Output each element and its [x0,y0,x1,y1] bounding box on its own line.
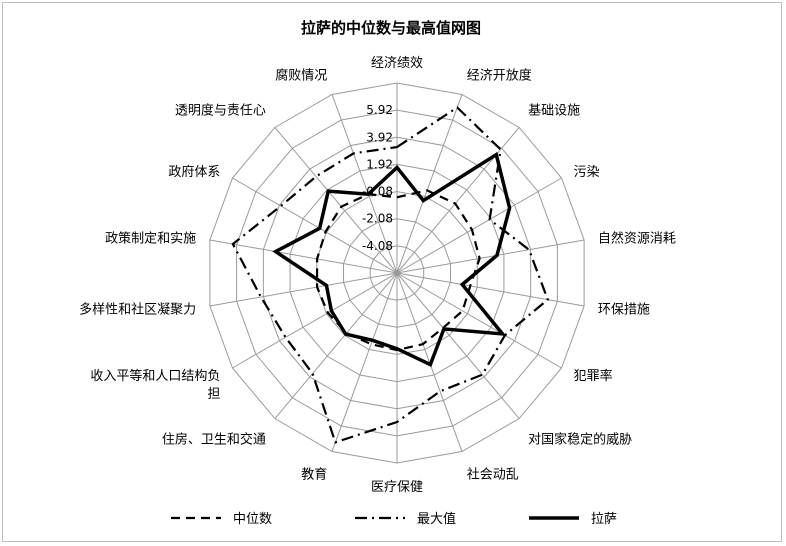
radar-spoke [274,127,398,274]
radial-tick-label: -0.08 [362,185,393,199]
category-label: 环保措施 [598,302,650,317]
legend-label-2: 最大值 [417,511,456,527]
category-label: 经济绩效 [371,56,423,71]
radar-spoke [232,272,398,369]
radial-tick-labels: -4.08 -2.08 -0.08 1.92 3.92 5.92 [362,103,393,253]
category-label: 担 [207,387,220,402]
category-label: 透明度与责任心 [175,103,266,119]
radar-spoke [232,177,398,274]
radar-series [231,106,550,444]
category-label: 对国家稳定的威胁 [528,431,632,447]
category-label: 自然资源消耗 [598,231,676,247]
legend: 中位数 最大值 拉萨 [171,511,617,527]
legend-label-3: 拉萨 [591,512,617,527]
radar-spoke [396,272,520,419]
radar-spoke [396,94,463,274]
radar-spoke [396,177,562,274]
category-label: 住房、卫生和交通 [162,431,266,447]
category-labels: 经济绩效经济开放度基础设施污染自然资源消耗环保措施犯罪率对国家稳定的威胁社会动乱… [79,56,676,495]
category-label: 腐败情况 [275,68,327,83]
category-label: 经济开放度 [467,67,532,83]
radar-spoke [274,272,398,419]
radar-spoke [396,127,520,274]
radial-tick-label: 1.92 [366,157,393,171]
radar-spoke [209,239,398,274]
legend-label-1: 中位数 [233,512,272,527]
category-label: 政策制定和实施 [105,231,196,247]
chart-title: 拉萨的中位数与最高值网图 [301,19,481,37]
radar-axes [209,83,585,463]
radar-spoke [209,272,398,307]
radar-spoke [396,239,585,274]
radar-spoke [331,272,398,452]
category-label: 犯罪率 [574,368,613,384]
series-line-2 [231,106,550,444]
radial-tick-label: 3.92 [366,130,393,144]
radar-chart: 拉萨的中位数与最高值网图 -4.08 -2.08 -0.08 1.92 3.92 5.92… [79,19,676,527]
category-label: 基础设施 [528,104,580,119]
category-label: 教育 [301,467,327,483]
category-label: 社会动乱 [467,467,519,483]
radial-tick-label: -2.08 [362,212,393,226]
category-label: 污染 [574,165,600,180]
radar-spoke [396,272,562,369]
series-line-3 [272,151,512,367]
category-label: 政府体系 [168,165,220,180]
category-label: 收入平等和人口结构负 [90,368,220,384]
radar-spoke [331,94,398,274]
radial-tick-label: 5.92 [366,103,393,117]
category-label: 多样性和社区凝聚力 [79,301,196,317]
radar-spoke [396,272,585,307]
radial-tick-label: -4.08 [362,239,393,253]
category-label: 医疗保健 [371,480,423,495]
